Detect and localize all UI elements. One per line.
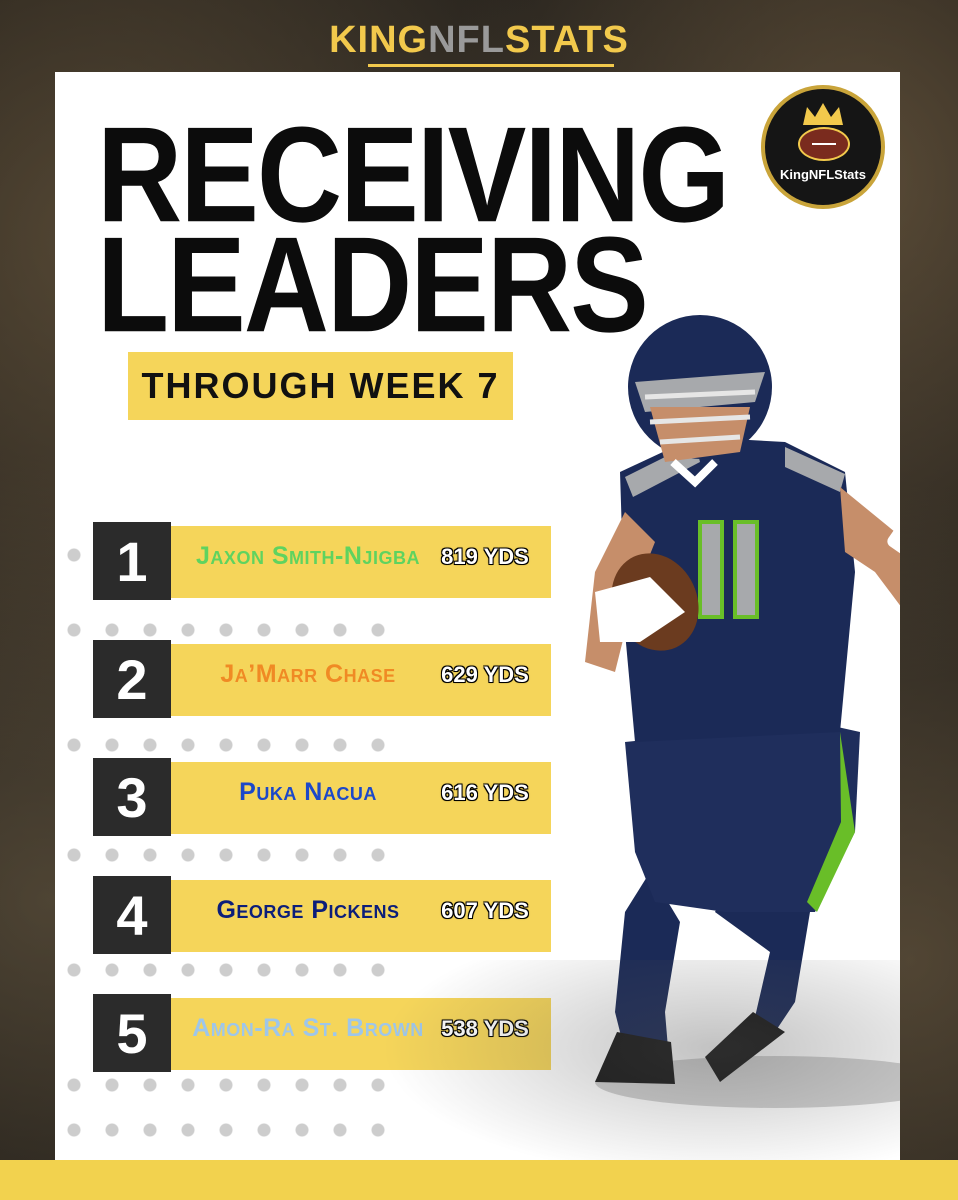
bottom-accent-bar [0,1160,958,1200]
infographic-card: RECEIVING LEADERS THROUGH WEEK 7 KingNFL… [55,72,900,1160]
halftone-dots [55,732,385,758]
player-yards: 819 YDS [441,544,529,569]
player-yards: 607 YDS [441,898,529,923]
leader-row-2: 2 Ja’Marr Chase 629 YDS [93,640,553,718]
leader-row-1: 1 Jaxon Smith-Njigba 819 YDS [93,522,553,600]
leader-bar [171,644,551,716]
leader-row-3: 3 Puka Nacua 616 YDS [93,758,553,836]
rank-number: 5 [93,994,171,1072]
leader-bar [171,762,551,834]
rank-number: 3 [93,758,171,836]
halftone-dots [55,617,385,643]
brand-underline [368,64,614,67]
week-label: THROUGH WEEK 7 [141,365,500,406]
player-name: George Pickens [216,896,400,924]
player-yards: 616 YDS [441,780,529,805]
top-brand-wordmark: KINGNFLSTATS [329,19,629,61]
halftone-dots [55,1117,385,1143]
brand-logo: KingNFLStats [761,85,885,209]
leader-bar [171,526,551,598]
player-name: Jaxon Smith-Njigba [196,542,420,570]
title-line-2: LEADERS [97,209,649,362]
rank-number: 4 [93,876,171,954]
halftone-dots [55,842,385,868]
football-icon [798,127,850,161]
week-banner: THROUGH WEEK 7 [128,352,513,420]
leader-row-5: 5 Amon-Ra St. Brown 538 YDS [93,994,553,1072]
crown-icon [803,103,843,125]
halftone-dots [55,1072,385,1098]
player-name: Amon-Ra St. Brown [192,1014,424,1042]
leader-bar [171,880,551,952]
player-name: Puka Nacua [239,778,377,806]
player-yards: 538 YDS [441,1016,529,1041]
logo-text: KingNFLStats [780,167,866,182]
player-name: Ja’Marr Chase [220,660,396,688]
rank-number: 2 [93,640,171,718]
rank-number: 1 [93,522,171,600]
leader-row-4: 4 George Pickens 607 YDS [93,876,553,954]
player-yards: 629 YDS [441,662,529,687]
halftone-dots [55,957,385,983]
player-photo [585,315,900,1108]
